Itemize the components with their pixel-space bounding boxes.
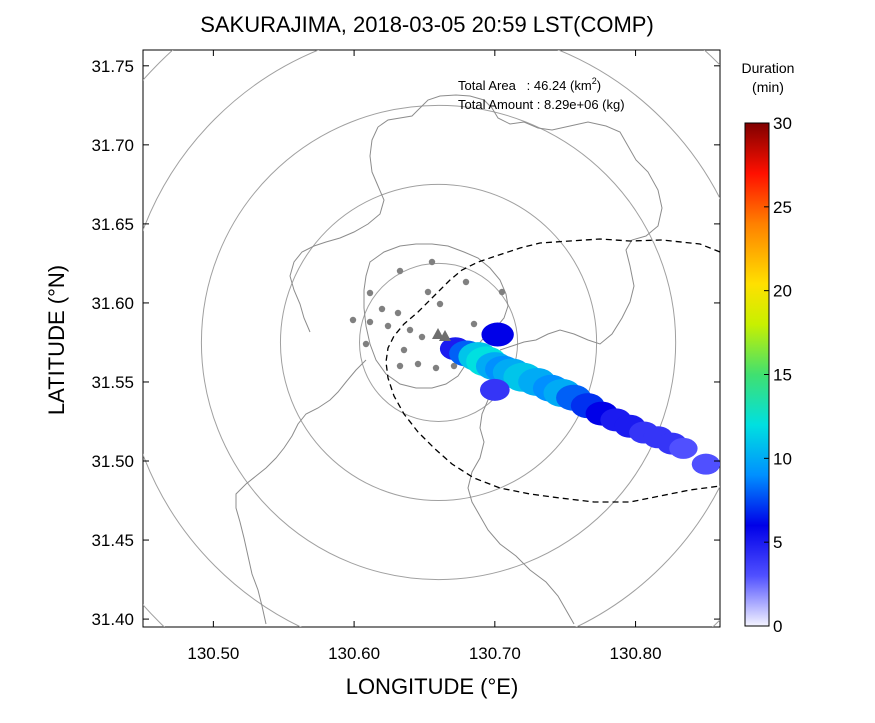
x-tick-label: 130.60: [328, 644, 380, 663]
colorbar-tick-label: 30: [773, 114, 792, 133]
plume-cell: [691, 453, 720, 475]
range-ring: [279, 183, 598, 502]
coastline-osumi-south: [467, 351, 575, 625]
x-tick-label: 130.80: [610, 644, 662, 663]
colorbar-unit: (min): [752, 79, 784, 95]
coastline-osumi: [377, 94, 663, 351]
vent-triangle-icon: [432, 328, 444, 339]
y-tick-label: 31.40: [91, 610, 134, 629]
coastline-north: [289, 126, 385, 333]
total-area-text: Total Area : 46.24 (km2): [458, 76, 601, 93]
colorbar-tick-label: 25: [773, 198, 792, 217]
colorbar-tick-label: 10: [773, 449, 792, 468]
observation-stations: [349, 258, 506, 372]
coastline-satsuma: [235, 359, 367, 625]
station-marker: [362, 340, 370, 348]
x-axis: 130.50 130.60 130.70 130.80: [187, 50, 662, 663]
colorbar-tick-label: 5: [773, 533, 782, 552]
y-tick-label: 31.70: [91, 136, 134, 155]
range-ring: [143, 50, 720, 627]
plot-frame: [142, 49, 721, 628]
station-marker: [424, 288, 432, 296]
colorbar-ticks: 0 5 10 15 20 25 30: [764, 114, 792, 636]
range-rings: [143, 50, 720, 627]
colorbar-tick-label: 0: [773, 617, 782, 636]
coastline: [235, 94, 663, 625]
map-plot-area: Total Area : 46.24 (km2) Total Amount : …: [142, 49, 721, 628]
station-marker: [406, 326, 414, 334]
station-marker: [432, 364, 440, 372]
station-marker: [366, 289, 374, 297]
station-marker: [396, 362, 404, 370]
station-marker: [366, 318, 374, 326]
station-marker: [349, 316, 357, 324]
y-tick-label: 31.55: [91, 373, 134, 392]
range-ring: [200, 104, 677, 581]
station-marker: [384, 322, 392, 330]
station-marker: [428, 258, 436, 266]
dashed-area-boundary: [385, 238, 720, 503]
y-tick-label: 31.65: [91, 215, 134, 234]
total-amount-text: Total Amount : 8.29e+06 (kg): [458, 97, 625, 112]
chart-title: SAKURAJIMA, 2018-03-05 20:59 LST(COMP): [200, 12, 654, 37]
vent-triangle-icon: [439, 330, 451, 341]
volcano-vent-markers: [432, 328, 451, 341]
y-tick-label: 31.75: [91, 57, 134, 76]
station-marker: [396, 267, 404, 275]
range-ring: [143, 50, 720, 627]
x-tick-label: 130.70: [469, 644, 521, 663]
ash-plume: [439, 322, 720, 475]
station-marker: [378, 305, 386, 313]
y-tick-label: 31.50: [91, 452, 134, 471]
station-marker: [450, 362, 458, 370]
station-marker: [470, 320, 478, 328]
station-marker: [414, 360, 422, 368]
y-axis: 31.40 31.45 31.50 31.55 31.60 31.65 31.70 31.75: [91, 57, 720, 629]
y-tick-label: 31.45: [91, 531, 134, 550]
station-marker: [418, 333, 426, 341]
plume-cell: [481, 322, 514, 347]
x-tick-label: 130.50: [187, 644, 239, 663]
station-marker: [462, 278, 470, 286]
colorbar-title: Duration: [742, 60, 795, 76]
range-ring: [358, 262, 519, 422]
x-axis-label: LONGITUDE (°E): [346, 674, 519, 699]
station-marker: [498, 288, 506, 296]
y-tick-label: 31.60: [91, 294, 134, 313]
station-marker: [400, 346, 408, 354]
info-box: Total Area : 46.24 (km2) Total Amount : …: [458, 76, 625, 112]
colorbar-tick-label: 20: [773, 282, 792, 301]
plume-cell: [669, 437, 698, 459]
plume-cell: [479, 378, 510, 401]
station-marker: [436, 300, 444, 308]
y-axis-label: LATITUDE (°N): [44, 265, 69, 415]
colorbar: Duration (min) 0 5 10 15 20 25 30: [742, 60, 795, 636]
colorbar-tick-label: 15: [773, 366, 792, 385]
station-marker: [394, 309, 402, 317]
